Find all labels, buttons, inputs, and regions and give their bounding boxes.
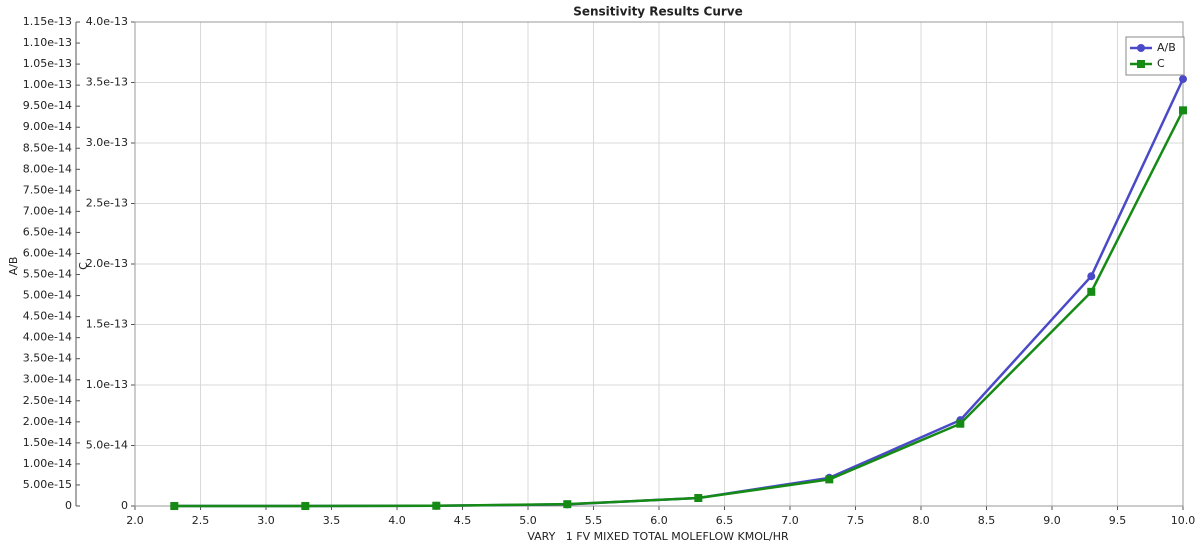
- y2-axis-label: C: [77, 262, 90, 270]
- x-tick-label: 9.5: [1109, 514, 1127, 527]
- data-marker: [694, 494, 703, 503]
- data-marker: [825, 475, 834, 484]
- y2-tick-label: 3.0e-13: [86, 136, 128, 149]
- x-tick-label: 3.0: [257, 514, 275, 527]
- y-tick-label: 5.50e-14: [23, 268, 72, 281]
- x-tick-label: 2.5: [192, 514, 210, 527]
- y2-tick-label: 0: [121, 499, 128, 512]
- y-tick-label: 3.50e-14: [23, 352, 72, 365]
- y-tick-label: 8.50e-14: [23, 141, 72, 154]
- data-marker: [301, 501, 310, 510]
- y2-tick-label: 5.0e-14: [86, 439, 128, 452]
- legend-label: A/B: [1157, 41, 1176, 54]
- y-tick-label: 5.00e-15: [23, 478, 72, 491]
- data-marker: [170, 502, 179, 510]
- y-tick-label: 5.00e-14: [23, 289, 72, 302]
- y-tick-label: 4.50e-14: [23, 310, 72, 323]
- chart-title: Sensitivity Results Curve: [573, 5, 743, 19]
- y-axis-label: A/B: [7, 257, 20, 276]
- y2-tick-label: 4.0e-13: [86, 15, 128, 28]
- y-tick-label: 2.50e-14: [23, 394, 72, 407]
- y-tick-label: 9.00e-14: [23, 120, 72, 133]
- y-tick-label: 6.00e-14: [23, 246, 72, 259]
- y-tick-label: 1.10e-13: [23, 36, 72, 49]
- y-tick-label: 8.00e-14: [23, 162, 72, 175]
- y2-tick-label: 3.5e-13: [86, 76, 128, 89]
- y-tick-label: 0: [65, 499, 72, 512]
- y-tick-label: 2.00e-14: [23, 415, 72, 428]
- x-tick-label: 7.5: [847, 514, 865, 527]
- y-tick-label: 9.50e-14: [23, 99, 72, 112]
- x-tick-label: 6.5: [716, 514, 734, 527]
- y2-tick-label: 2.0e-13: [86, 257, 128, 270]
- legend-box: [1125, 36, 1185, 76]
- x-axis-label: VARY 1 FV MIXED TOTAL MOLEFLOW KMOL/HR: [527, 530, 789, 543]
- x-tick-label: 7.0: [781, 514, 799, 527]
- data-marker: [1087, 272, 1096, 281]
- y-tick-label: 1.50e-14: [23, 436, 72, 449]
- y2-tick-label: 1.0e-13: [86, 378, 128, 391]
- data-marker: [1179, 75, 1187, 84]
- y2-tick-label: 2.5e-13: [86, 197, 128, 210]
- plot-border: [134, 21, 1184, 507]
- legend-marker: [1137, 60, 1145, 68]
- x-tick-label: 2.0: [126, 514, 144, 527]
- y-tick-label: 1.15e-13: [23, 15, 72, 28]
- x-tick-label: 8.0: [912, 514, 930, 527]
- x-tick-label: 9.0: [1043, 514, 1061, 527]
- data-marker: [432, 501, 441, 510]
- y2-tick-label: 1.5e-13: [86, 318, 128, 331]
- data-marker: [563, 500, 572, 509]
- data-marker: [1179, 106, 1187, 115]
- data-marker: [1087, 287, 1096, 296]
- x-tick-label: 4.0: [388, 514, 406, 527]
- x-tick-label: 10.0: [1171, 514, 1196, 527]
- x-tick-label: 3.5: [323, 514, 341, 527]
- data-marker: [956, 419, 965, 428]
- legend-marker: [1137, 44, 1145, 52]
- y-tick-label: 1.05e-13: [23, 57, 72, 70]
- x-tick-label: 4.5: [454, 514, 472, 527]
- y-tick-label: 7.50e-14: [23, 183, 72, 196]
- y-tick-label: 3.00e-14: [23, 373, 72, 386]
- x-tick-label: 5.5: [585, 514, 603, 527]
- legend-label: C: [1157, 57, 1165, 70]
- y-tick-label: 1.00e-14: [23, 457, 72, 470]
- x-tick-label: 8.5: [978, 514, 996, 527]
- x-tick-label: 5.0: [519, 514, 537, 527]
- x-tick-label: 6.0: [650, 514, 668, 527]
- y-tick-label: 6.50e-14: [23, 225, 72, 238]
- y-tick-label: 1.00e-13: [23, 78, 72, 91]
- y-tick-label: 4.00e-14: [23, 331, 72, 344]
- y-tick-label: 7.00e-14: [23, 204, 72, 217]
